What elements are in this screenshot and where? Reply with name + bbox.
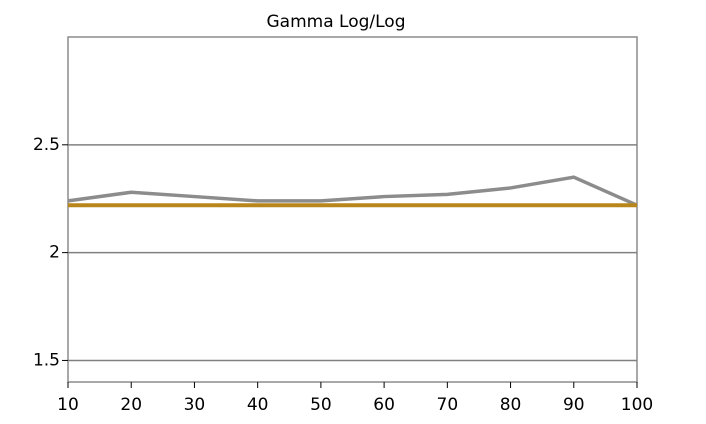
x-tick-label: 50 — [310, 395, 332, 415]
chart-title: Gamma Log/Log — [267, 12, 406, 32]
x-tick-label: 70 — [437, 395, 459, 415]
x-tick-label: 80 — [500, 395, 522, 415]
y-tick-label: 2 — [49, 243, 60, 263]
x-tick-label: 10 — [57, 395, 79, 415]
x-tick-label: 90 — [563, 395, 585, 415]
y-tick-label: 2.5 — [33, 135, 60, 155]
y-tick-label: 1.5 — [33, 350, 60, 370]
x-tick-label: 20 — [120, 395, 142, 415]
x-tick-label: 30 — [184, 395, 206, 415]
x-tick-label: 60 — [373, 395, 395, 415]
line-series — [67, 175, 638, 207]
plot-frame — [67, 36, 638, 383]
x-tick-label: 100 — [621, 395, 653, 415]
x-tick-label: 40 — [247, 395, 269, 415]
